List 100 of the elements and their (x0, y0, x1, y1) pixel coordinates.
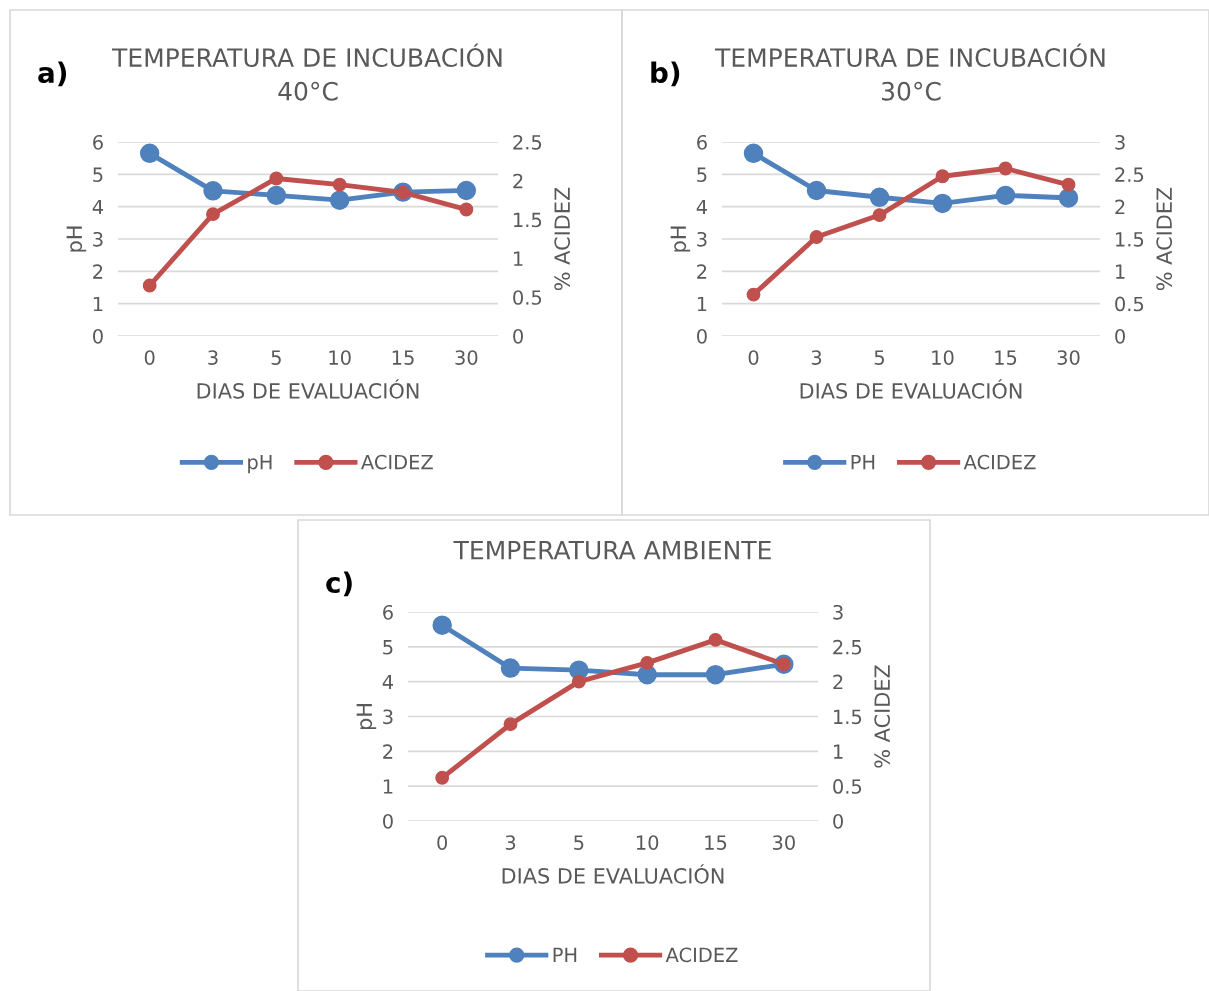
text: b) (651, 61, 680, 87)
y2-tick-label: 3 (1115, 134, 1125, 150)
y2-tick-label: 1.5 (514, 212, 542, 228)
point (872, 208, 887, 223)
legend-label: PH (553, 947, 577, 962)
x-tick-label: 15 (995, 350, 1017, 365)
y-tick-label: 3 (93, 231, 103, 247)
point (708, 632, 723, 647)
y2-tick-label: 3 (833, 604, 843, 620)
y-tick-label: 4 (382, 674, 394, 690)
legend-label: ACIDEZ (361, 454, 433, 470)
x-tick-label: 0 (437, 835, 448, 850)
point (809, 230, 824, 245)
y2-tick-label: 0.5 (1115, 296, 1144, 312)
legend-label: ACIDEZ (963, 454, 1036, 470)
chart-title: TEMPERATURA DE INCUBACIÓN 40°C (111, 43, 502, 101)
point (998, 161, 1013, 176)
y-tick-label: 3 (697, 231, 707, 247)
point (435, 770, 450, 785)
y-tick-label: 2 (697, 264, 707, 279)
point (500, 658, 521, 678)
point (1058, 188, 1079, 208)
y2-tick-label: 1 (514, 251, 523, 266)
y-tick-label: 2 (93, 264, 103, 279)
y-axis-title: pH (670, 226, 691, 252)
point (995, 185, 1016, 206)
y2-tick-label: 2 (833, 674, 843, 690)
x-tick-label: 30 (772, 835, 795, 850)
x-tick-label: 5 (574, 835, 584, 850)
x-tick-label: 5 (874, 350, 884, 365)
y2-tick-label: 0 (1115, 328, 1125, 344)
y2-tick-label: 1 (1116, 264, 1125, 279)
y2-axis-title: % ACIDEZ (554, 187, 571, 291)
y-tick-label: 6 (697, 134, 707, 150)
point (932, 193, 953, 214)
x-tick-label: 15 (392, 350, 414, 365)
y-tick-label: 0 (93, 328, 103, 344)
y2-tick-label: 2 (1115, 199, 1125, 215)
legend-label: PH (851, 454, 875, 470)
y-tick-label: 0 (697, 328, 707, 344)
point (705, 664, 726, 685)
y-tick-label: 5 (383, 640, 393, 655)
text: c) (326, 571, 352, 597)
y-tick-label: 6 (383, 604, 393, 620)
y2-tick-label: 0.5 (513, 290, 542, 305)
y2-tick-label: 2 (513, 173, 523, 189)
point (139, 143, 160, 164)
chart-title: TEMPERATURA DE INCUBACIÓN 30°C (714, 43, 1105, 101)
x-tick-label: 3 (208, 350, 218, 365)
x-tick-label: 0 (748, 350, 759, 365)
y2-tick-label: 1 (834, 744, 843, 759)
x-axis-title: DIAS DE EVALUACIÓN (197, 379, 419, 399)
x-axis-title: DIAS DE EVALUACIÓN (502, 864, 724, 884)
legend-label: pH (248, 454, 272, 474)
point (746, 287, 761, 302)
y-tick-label: 1 (383, 779, 393, 794)
point (571, 674, 586, 689)
y2-tick-label: 1.5 (834, 709, 862, 725)
x-tick-label: 3 (505, 835, 516, 850)
point (640, 655, 655, 670)
point (806, 180, 827, 201)
point (266, 185, 287, 206)
y-tick-label: 6 (93, 134, 103, 150)
y2-tick-label: 2.5 (833, 639, 862, 655)
chart-title: TEMPERATURA AMBIENTE (453, 541, 771, 560)
y-tick-label: 0 (383, 813, 393, 829)
y2-axis-title: % ACIDEZ (1156, 187, 1173, 291)
y-tick-label: 5 (93, 167, 103, 182)
x-tick-label: 3 (811, 350, 822, 365)
x-tick-label: 5 (271, 350, 281, 365)
point (269, 171, 284, 186)
x-tick-label: 0 (144, 350, 155, 365)
point (332, 177, 347, 192)
y2-tick-label: 0.5 (833, 779, 862, 794)
legend-label: ACIDEZ (665, 947, 738, 963)
y-tick-label: 2 (383, 744, 393, 759)
y2-tick-label: 0 (513, 328, 523, 344)
point (432, 615, 452, 635)
point (142, 278, 157, 293)
y-tick-label: 4 (696, 199, 708, 215)
y2-tick-label: 2.5 (1115, 167, 1144, 182)
point (503, 717, 518, 732)
y2-tick-label: 0 (833, 813, 843, 829)
x-tick-label: 30 (1057, 350, 1080, 365)
x-tick-label: 10 (636, 835, 659, 850)
y2-axis-title: % ACIDEZ (874, 665, 891, 768)
point (743, 143, 764, 164)
y-tick-label: 5 (697, 167, 707, 182)
y-axis-title: pH (66, 226, 87, 252)
y-tick-label: 1 (697, 296, 707, 312)
point (869, 187, 890, 208)
y-axis-title: pH (356, 704, 377, 730)
y2-tick-label: 2.5 (513, 134, 542, 150)
x-tick-label: 15 (705, 835, 727, 850)
x-axis-title: DIAS DE EVALUACIÓN (800, 379, 1022, 399)
point (1061, 177, 1076, 192)
point (459, 202, 474, 217)
x-tick-label: 30 (455, 350, 478, 365)
y-tick-label: 3 (383, 709, 393, 725)
point (203, 181, 223, 201)
